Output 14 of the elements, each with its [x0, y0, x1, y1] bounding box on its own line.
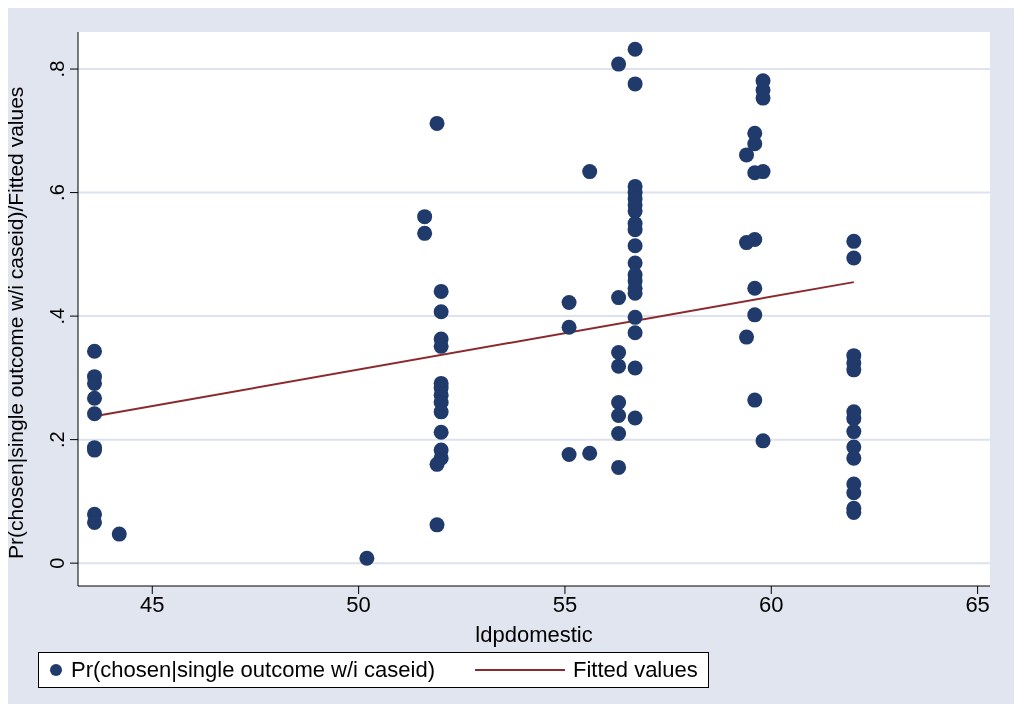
x-tick-label: 50 [346, 591, 371, 617]
y-tick-label: .4 [46, 307, 68, 325]
y-tick-label: .6 [46, 184, 68, 201]
legend-label: Pr(chosen|single outcome w/i caseid) [71, 657, 435, 683]
x-tick-label: 55 [552, 591, 578, 617]
x-tick-label: 60 [759, 591, 784, 617]
y-axis-title: Pr(chosen|single outcome w/i caseid)/Fitted values [4, 86, 28, 559]
x-tick-label: 45 [140, 591, 165, 617]
x-tick-label: 65 [965, 591, 990, 617]
legend-label: Fitted values [573, 657, 698, 683]
y-tick-label: 0 [46, 557, 68, 569]
x-axis-title: ldpdomestic [475, 622, 593, 647]
y-tick-label: .8 [46, 60, 68, 78]
y-tick-label: .2 [46, 431, 68, 448]
